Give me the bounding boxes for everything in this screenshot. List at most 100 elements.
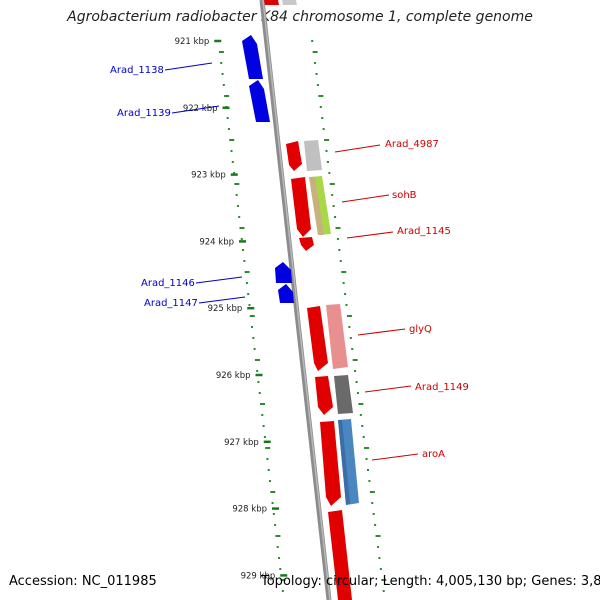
- gc-dot-left: [274, 524, 277, 526]
- gc-dot-right: [312, 51, 318, 53]
- gc-dot-left: [220, 62, 223, 64]
- gc-dot-right: [328, 172, 331, 174]
- label-leaders: [164, 62, 419, 461]
- gc-dot-left: [276, 546, 279, 548]
- gc-dot-left: [266, 458, 269, 460]
- gc-dot-right: [334, 216, 337, 218]
- scale-tick-label: 929 kbp: [241, 571, 276, 581]
- gc-dot-left: [257, 381, 260, 383]
- gc-dot-right: [344, 293, 347, 295]
- gene-label-arad-1139[interactable]: Arad_1139: [117, 108, 171, 119]
- gc-dot-left: [263, 436, 266, 438]
- gc-dot-left: [254, 359, 260, 361]
- gc-dot-left: [260, 403, 266, 405]
- gc-dot-left: [256, 370, 259, 372]
- leader-arad-1145: [346, 231, 394, 239]
- reverse-cds: [242, 35, 263, 79]
- gene-label-arad-1138[interactable]: Arad_1138: [110, 65, 164, 76]
- gc-dot-left: [261, 414, 264, 416]
- gc-dot-right: [364, 447, 370, 449]
- leader-sohb: [341, 194, 390, 203]
- forward-gene-arad-1145[interactable]: [299, 237, 314, 251]
- gc-dot-left: [281, 590, 284, 592]
- gene-label-aroa[interactable]: aroA: [422, 449, 445, 460]
- forward-gene-arad-1149[interactable]: [315, 375, 353, 415]
- gc-dot-left: [236, 205, 239, 207]
- reverse-gene-arad-1147[interactable]: [278, 284, 294, 303]
- gene-label-arad-4987[interactable]: Arad_4987: [385, 139, 439, 150]
- gc-dot-left: [233, 172, 236, 174]
- forward-gene-glyq[interactable]: [307, 304, 348, 371]
- gc-dot-right: [339, 260, 342, 262]
- accession-label: Accession: NC_011985: [9, 574, 157, 589]
- scale-tick-label: 924 kbp: [199, 237, 234, 247]
- gc-dot-right: [359, 414, 362, 416]
- gc-dot-left: [249, 315, 255, 317]
- gc-dot-left: [227, 128, 230, 130]
- gc-dot-right: [374, 524, 377, 526]
- forward-cds: [328, 510, 352, 600]
- gene-label-arad-1146[interactable]: Arad_1146: [141, 278, 195, 289]
- gc-dot-right: [371, 502, 374, 504]
- gc-dot-right: [348, 326, 351, 328]
- chromosome-backbone-highlight: [262, 0, 331, 600]
- gene-label-arad-1145[interactable]: Arad_1145: [397, 226, 451, 237]
- scale-tick-label: 928 kbp: [232, 505, 267, 515]
- gc-dot-right: [362, 436, 365, 438]
- gc-dot-right: [361, 425, 364, 427]
- gc-dot-left: [271, 502, 274, 504]
- gc-dot-left: [218, 51, 224, 53]
- gc-dot-left: [275, 535, 281, 537]
- reverse-cds: [275, 262, 292, 283]
- gc-dot-left: [262, 425, 265, 427]
- gc-dot-right: [352, 359, 358, 361]
- forward-gene-aroa[interactable]: [320, 419, 359, 506]
- gc-dot-left: [248, 304, 251, 306]
- forward-cds-partial-top: [264, 0, 279, 5]
- gc-dot-left: [270, 491, 276, 493]
- forward-cds: [299, 237, 314, 251]
- forward-gene-arad-4987[interactable]: [286, 140, 322, 171]
- gc-dot-right: [332, 205, 335, 207]
- reverse-gene-arad-1138[interactable]: [242, 35, 263, 79]
- gc-dot-left: [226, 117, 229, 119]
- scale-tick-label: 927 kbp: [224, 438, 259, 448]
- chromosome-backbone: [259, 0, 332, 600]
- forward-gene-sohb[interactable]: [291, 176, 331, 237]
- gene-labels: Arad_1138 Arad_1139 Arad_4987 sohB Arad_…: [110, 65, 469, 460]
- reverse-gene-arad-1146[interactable]: [275, 262, 292, 283]
- gene-label-arad-1147[interactable]: Arad_1147: [144, 298, 198, 309]
- gc-dot-right: [381, 579, 387, 581]
- gc-dot-right: [322, 128, 325, 130]
- gc-dot-right: [372, 513, 375, 515]
- genome-summary: Topology: circular; Length: 4,005,130 bp…: [261, 574, 600, 589]
- reverse-gene-arad-1139[interactable]: [249, 80, 270, 122]
- gc-dot-left: [243, 260, 246, 262]
- gc-dot-right: [358, 403, 364, 405]
- gene-label-arad-1149[interactable]: Arad_1149: [415, 382, 469, 393]
- gc-dot-left: [252, 337, 255, 339]
- gc-dot-right: [378, 557, 381, 559]
- gc-dot-left: [279, 568, 282, 570]
- gc-dot-left: [242, 249, 245, 251]
- map-title: Agrobacterium radiobacter K84 chromosome…: [67, 9, 533, 25]
- gc-dot-right: [329, 183, 335, 185]
- gc-dot-right: [345, 304, 348, 306]
- gc-dot-right: [325, 150, 328, 152]
- gene-label-sohb[interactable]: sohB: [392, 190, 417, 201]
- leader-arad-4987: [334, 144, 381, 153]
- gc-dot-right: [342, 282, 345, 284]
- gc-dot-right: [311, 40, 314, 42]
- cog-partial-top: [282, 0, 297, 5]
- gc-dot-left: [229, 139, 235, 141]
- cog-feature-shade: [309, 177, 324, 235]
- scale-tick-label: 923 kbp: [191, 171, 226, 181]
- gc-dot-right: [324, 139, 330, 141]
- gene-label-glyq[interactable]: glyQ: [409, 324, 432, 335]
- gc-dot-right: [336, 238, 339, 240]
- gc-dot-right: [338, 249, 341, 251]
- forward-cds: [315, 376, 333, 415]
- gc-dot-left: [234, 183, 240, 185]
